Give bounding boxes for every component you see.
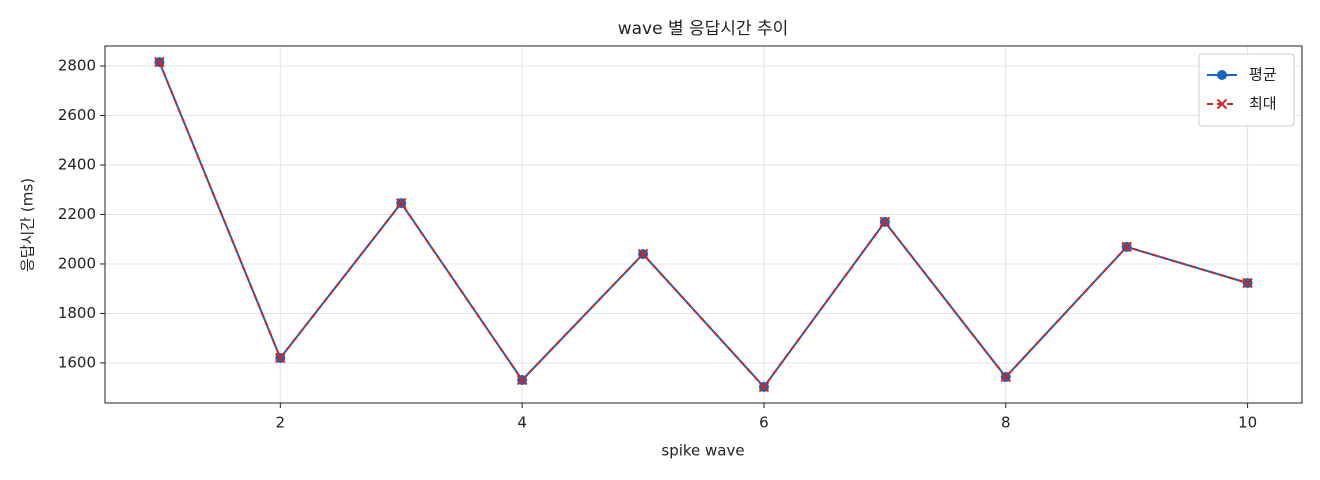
legend-marker [1217, 70, 1227, 80]
x-tick-label: 6 [759, 414, 769, 432]
y-tick-label: 2800 [58, 57, 96, 75]
legend-box [1198, 53, 1295, 127]
x-tick-label: 2 [276, 414, 286, 432]
marker [1000, 371, 1011, 383]
y-tick-label: 2600 [58, 106, 96, 124]
legend-marker [1216, 98, 1228, 110]
x-tick-label: 8 [1001, 414, 1011, 432]
line [158, 61, 1248, 389]
line [158, 61, 1248, 389]
marker [275, 352, 286, 364]
plot-frame [104, 45, 1303, 404]
marker [758, 381, 770, 393]
marker [637, 248, 649, 260]
marker [1242, 277, 1253, 289]
chart-title: wave 별 응답시간 추이 [618, 19, 789, 39]
x-tick-label: 10 [1238, 414, 1257, 432]
y-tick-label: 2200 [58, 205, 96, 223]
y-tick-label: 1800 [58, 304, 96, 322]
x-tick-label: 4 [517, 414, 527, 432]
y-axis-label: 응답시간 (ms) [19, 178, 37, 272]
y-tick-label: 1600 [58, 353, 96, 371]
x-axis-label: spike wave [661, 442, 744, 460]
legend-label: 최대 [1249, 95, 1277, 113]
legend-label: 평균 [1249, 66, 1277, 84]
y-tick-label: 2400 [58, 156, 96, 174]
marker [154, 56, 165, 68]
marker [516, 374, 528, 386]
marker [396, 197, 407, 209]
y-tick-label: 2000 [58, 254, 96, 272]
marker [1121, 241, 1132, 253]
marker [879, 216, 891, 228]
